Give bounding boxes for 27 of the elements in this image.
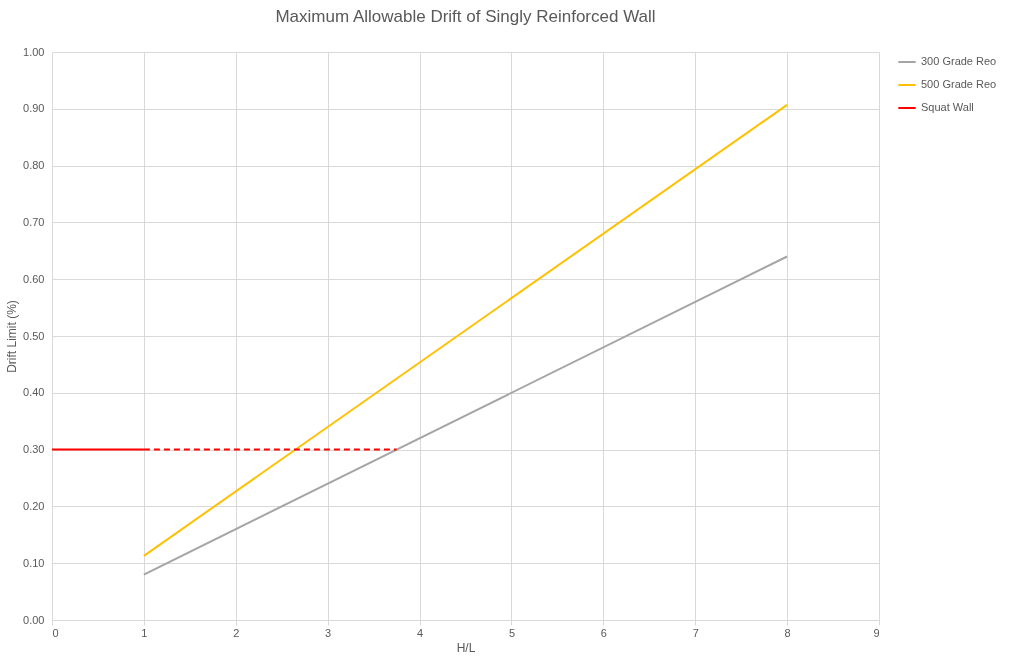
x-tick-label: 7 (692, 626, 699, 639)
y-tick-label: 0.60 (23, 272, 45, 285)
legend-label: 500 Grade Reo (921, 78, 997, 90)
x-tick-label: 9 (873, 626, 880, 639)
x-tick-label: 8 (784, 626, 791, 639)
x-tick-label: 2 (233, 626, 240, 639)
y-tick-label: 0.40 (23, 386, 45, 399)
chart-title: Maximum Allowable Drift of Singly Reinforced Wall (275, 7, 656, 26)
legend-label: Squat Wall (921, 101, 974, 113)
y-tick-label: 0.30 (23, 443, 45, 456)
y-tick-label: 0.50 (23, 329, 45, 342)
y-tick-label: 0.80 (23, 159, 45, 172)
y-tick-label: 0.10 (23, 556, 45, 569)
x-tick-label: 0 (52, 626, 59, 639)
y-tick-label: 0.70 (23, 215, 45, 228)
x-tick-label: 6 (600, 626, 607, 639)
x-axis-title: H/L (456, 640, 476, 655)
y-tick-label: 1.00 (23, 45, 45, 58)
x-tick-label: 3 (325, 626, 332, 639)
legend-label: 300 Grade Reo (921, 55, 997, 67)
x-tick-label: 4 (416, 626, 424, 639)
x-tick-label: 5 (508, 626, 516, 639)
y-tick-label: 0.90 (23, 102, 45, 115)
y-tick-label: 0.00 (23, 613, 45, 626)
y-tick-label: 0.20 (23, 499, 45, 512)
x-tick-label: 1 (141, 626, 148, 639)
y-axis-title: Drift Limit (%) (5, 300, 20, 373)
